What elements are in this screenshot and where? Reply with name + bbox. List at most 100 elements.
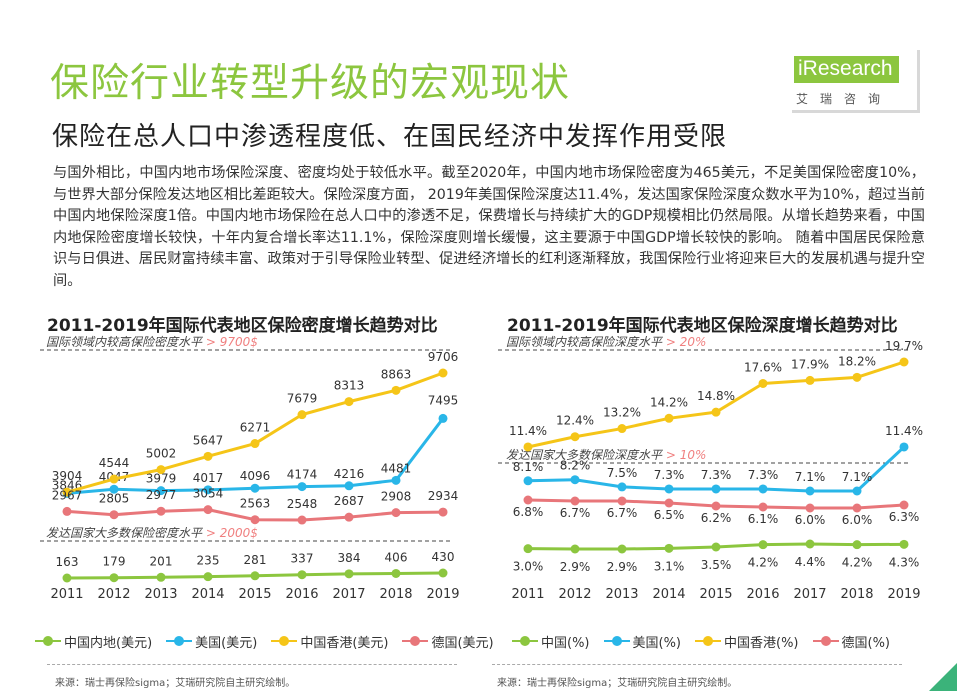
data-point <box>523 495 533 505</box>
data-label: 18.2% <box>838 354 876 368</box>
reference-line-label: 国际领域内较高保险深度水平 > 20% <box>506 335 706 349</box>
data-point <box>570 496 580 506</box>
chart-title-density: 2011-2019年国际代表地区保险密度增长趋势对比 <box>47 316 438 336</box>
data-label: 2.9% <box>607 560 638 574</box>
data-point <box>297 515 307 525</box>
data-point <box>805 503 815 513</box>
series-line-中国香港 <box>527 360 905 449</box>
data-point <box>570 432 580 442</box>
data-point <box>758 379 768 388</box>
data-label: 11.4% <box>509 424 547 438</box>
logo-brand: iResearch <box>794 56 899 83</box>
data-label: 4017 <box>193 471 224 485</box>
x-tick-label: 2012 <box>97 587 130 602</box>
data-label: 6.0% <box>795 513 826 527</box>
data-point <box>617 424 627 434</box>
data-point <box>203 451 213 461</box>
data-label: 4.2% <box>748 556 779 570</box>
data-point <box>297 482 307 492</box>
data-point <box>297 570 307 580</box>
data-label: 7.5% <box>607 466 638 480</box>
reference-line-label: 发达国家大多数保险密度水平 > 2000$ <box>46 526 258 540</box>
data-point <box>391 475 401 485</box>
data-label: 3.5% <box>701 558 732 572</box>
data-label: 3904 <box>52 469 83 483</box>
legend-swatch <box>35 635 61 647</box>
data-point <box>711 501 721 511</box>
data-point <box>438 368 448 378</box>
x-tick-label: 2014 <box>652 587 685 602</box>
data-label: 6.2% <box>701 511 732 525</box>
data-label: 5002 <box>146 447 177 461</box>
data-label: 8863 <box>381 367 412 381</box>
data-point <box>250 439 260 449</box>
x-tick-label: 2016 <box>285 587 318 602</box>
data-label: 7495 <box>428 393 459 407</box>
legend-swatch <box>271 635 298 647</box>
data-label: 6.3% <box>889 510 920 524</box>
reference-line-value: > 2000$ <box>206 526 258 540</box>
data-label: 2967 <box>52 488 83 502</box>
data-point <box>758 502 768 512</box>
x-tick-label: 2015 <box>699 587 732 602</box>
data-point <box>899 500 909 510</box>
data-label: 14.2% <box>650 395 688 409</box>
data-label: 4174 <box>287 468 318 482</box>
source-note-right: 来源：瑞士再保险sigma；艾瑞研究院自主研究绘制。 <box>497 678 738 689</box>
data-point <box>711 542 721 552</box>
data-label: 2934 <box>428 489 459 503</box>
data-point <box>344 512 354 522</box>
source-note-left: 来源：瑞士再保险sigma；艾瑞研究院自主研究绘制。 <box>55 678 296 689</box>
reference-line-value: > 20% <box>666 335 707 349</box>
data-label: 14.8% <box>697 389 735 403</box>
data-label: 7679 <box>287 392 318 406</box>
x-tick-label: 2013 <box>605 587 638 602</box>
legend-swatch <box>812 635 839 647</box>
data-label: 201 <box>150 554 173 568</box>
data-label: 3054 <box>193 487 224 501</box>
legend-label: 中国内地(美元) <box>64 635 153 651</box>
data-point <box>523 442 533 452</box>
legend-item-中国香港美元: 中国香港(美元) <box>271 632 388 651</box>
page-subtitle: 保险在总人口中渗透程度低、在国民经济中发挥作用受限 <box>52 122 728 152</box>
data-label: 4.3% <box>889 555 920 569</box>
data-label: 281 <box>244 553 267 567</box>
data-point <box>570 475 580 485</box>
reference-line-value: > 9700$ <box>206 335 258 349</box>
x-tick-label: 2014 <box>191 587 224 602</box>
source-separator-left <box>47 664 457 666</box>
data-point <box>250 515 260 525</box>
data-point <box>156 465 166 475</box>
corner-decoration <box>929 663 957 691</box>
data-point <box>711 484 721 494</box>
x-tick-label: 2016 <box>746 587 779 602</box>
data-label: 7.3% <box>748 468 779 482</box>
legend-swatch <box>695 635 721 647</box>
data-label: 7.1% <box>842 470 873 484</box>
data-point <box>62 506 72 516</box>
legend-label: 美国(%) <box>632 635 682 651</box>
legend-label: 美国(美元) <box>195 635 258 651</box>
data-label: 7.3% <box>654 468 685 482</box>
data-label: 3979 <box>146 472 177 486</box>
data-point <box>805 486 815 496</box>
data-label: 12.4% <box>556 414 594 428</box>
data-point <box>617 496 627 506</box>
data-point <box>617 544 627 554</box>
data-label: 11.4% <box>885 424 923 438</box>
data-label: 179 <box>103 555 126 569</box>
data-point <box>570 544 580 554</box>
data-label: 6.1% <box>748 512 779 526</box>
data-point <box>852 503 862 513</box>
data-point <box>391 385 401 395</box>
data-point <box>344 569 354 579</box>
density-line-chart: 国际领域内较高保险密度水平 > 9700$ 发达国家大多数保险密度水平 > 200… <box>40 335 460 602</box>
data-label: 6.7% <box>607 506 638 520</box>
data-point <box>438 568 448 578</box>
data-label: 235 <box>197 554 220 568</box>
data-point <box>250 483 260 493</box>
data-point <box>711 407 721 417</box>
legend-item-美国: 美国(%) <box>603 632 682 651</box>
legend-swatch <box>603 635 630 647</box>
reference-line-label: 国际领域内较高保险密度水平 > 9700$ <box>46 335 258 349</box>
